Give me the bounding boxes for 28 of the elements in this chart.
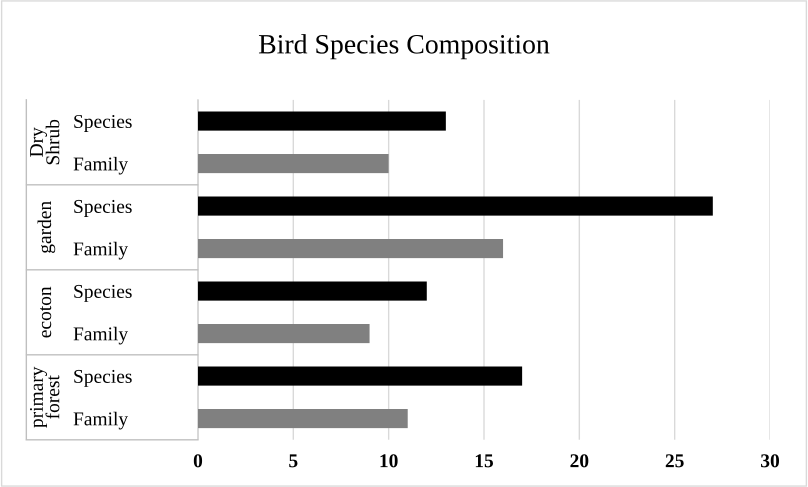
bar: [198, 112, 446, 131]
y-tick-label: Family: [74, 412, 128, 430]
chart-title: Bird Species Composition: [258, 34, 550, 60]
x-tick-label: 15: [476, 454, 494, 468]
y-tick-label: Species: [74, 200, 132, 217]
bar: [198, 154, 389, 174]
text: primary forest: [30, 366, 60, 428]
x-tick-label: 10: [380, 454, 398, 468]
y-tick-label: Family: [74, 326, 128, 344]
y-tick-label: Species: [74, 284, 132, 302]
bar: [198, 366, 522, 386]
y-tick-label: Family: [74, 242, 128, 260]
y-tick-label: Species: [74, 370, 132, 387]
text: Dry Shrub: [30, 120, 60, 164]
y-tick-label: Species: [74, 114, 132, 132]
bar: [198, 281, 427, 301]
text: ecoton: [40, 286, 52, 338]
x-tick-label: 5: [289, 454, 298, 468]
x-tick-label: 25: [666, 454, 684, 468]
x-tick-label: 30: [761, 454, 780, 468]
bar: [198, 324, 370, 344]
x-tick-label: 20: [570, 454, 588, 468]
bar: [198, 196, 713, 216]
y-tick-label: Family: [74, 156, 128, 175]
bar: [198, 408, 408, 428]
text: garden: [38, 201, 56, 253]
bar: [198, 238, 504, 258]
x-tick-label: 0: [194, 454, 202, 468]
